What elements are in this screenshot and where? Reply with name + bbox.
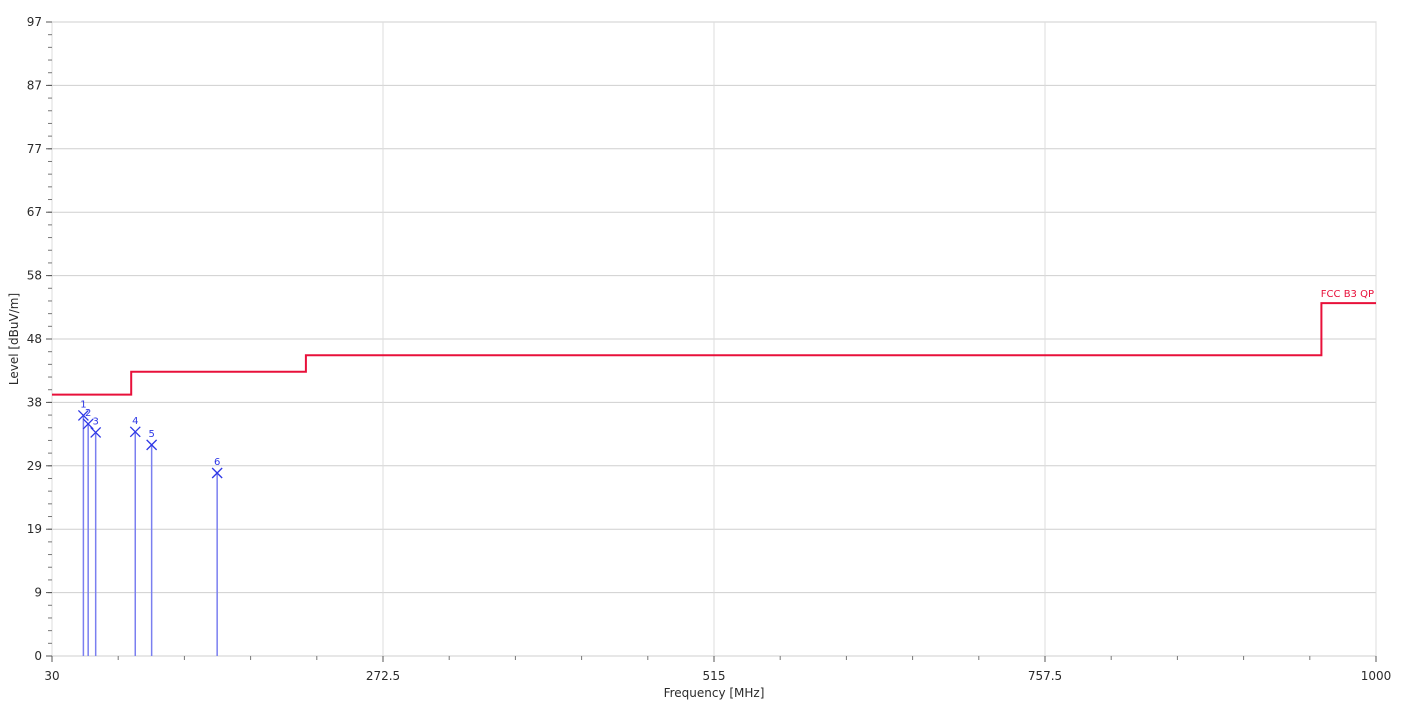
y-axis-ticks: 0 9 19 29 38 48 58 67 77 87 97	[27, 15, 52, 663]
y-tick-label: 19	[27, 522, 42, 536]
y-tick-label: 0	[34, 649, 42, 663]
limit-line-label: FCC B3 QP	[1321, 289, 1374, 300]
x-tick-label: 30	[44, 669, 59, 683]
marker-label: 5	[148, 429, 154, 440]
x-tick-label: 1000	[1361, 669, 1392, 683]
marker-cross	[77, 410, 89, 421]
x-tick-label: 515	[703, 669, 726, 683]
y-tick-label: 29	[27, 459, 42, 473]
y-tick-label: 67	[27, 205, 42, 219]
x-axis-label: Frequency [MHz]	[664, 686, 765, 700]
marker-label: 2	[85, 408, 91, 419]
marker-cross	[211, 467, 223, 479]
y-tick-label: 87	[27, 78, 42, 92]
y-tick-label: 9	[34, 586, 42, 600]
marker-label: 3	[92, 416, 98, 427]
y-tick-label: 38	[27, 395, 42, 409]
y-tick-label: 97	[27, 15, 42, 29]
x-tick-label: 757.5	[1028, 669, 1062, 683]
y-tick-label: 77	[27, 142, 42, 156]
x-axis-ticks: 30 272.5 515 757.5 1000	[44, 656, 1391, 683]
marker-cross	[146, 439, 158, 451]
marker-cross	[90, 427, 102, 438]
marker-cross	[129, 426, 141, 438]
y-tick-label: 48	[27, 332, 42, 346]
marker-cross	[82, 418, 94, 430]
marker-label: 4	[132, 416, 138, 427]
marker-label: 1	[80, 399, 86, 410]
marker-group: 123 45 6	[77, 399, 223, 656]
grid-lines	[51, 21, 1377, 657]
limit-line-group: FCC B3 QP	[52, 289, 1376, 396]
x-tick-label: 272.5	[366, 669, 400, 683]
y-axis-label: Level [dBuV/m]	[7, 293, 21, 385]
y-tick-label: 58	[27, 269, 42, 283]
limit-line	[52, 302, 1376, 396]
marker-label: 6	[214, 457, 220, 468]
